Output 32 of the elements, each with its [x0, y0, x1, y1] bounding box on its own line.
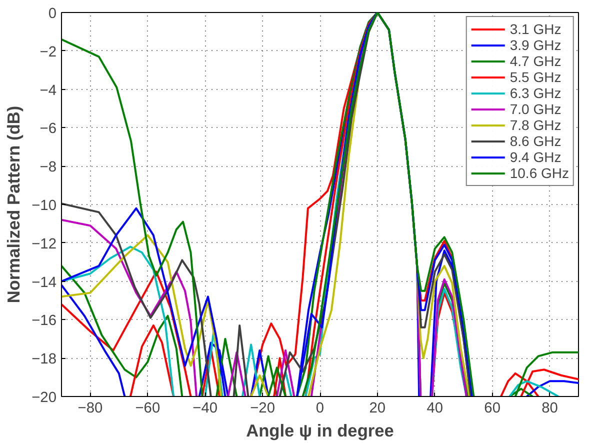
legend-label: 10.6 GHz	[510, 165, 569, 181]
y-tick-label: −10	[32, 198, 57, 214]
y-tick-label: 0	[48, 6, 57, 22]
legend-label: 3.9 GHz	[510, 37, 562, 53]
y-tick-label: −8	[40, 160, 57, 176]
y-tick-label: −12	[32, 236, 57, 252]
x-tick-label: −20	[250, 400, 275, 416]
y-tick-label: −16	[32, 313, 57, 330]
x-tick-label: 20	[369, 400, 386, 416]
x-tick-label: −80	[78, 400, 103, 416]
legend-label: 9.4 GHz	[510, 149, 562, 165]
legend-label: 8.6 GHz	[510, 133, 562, 149]
x-tick-label: −40	[192, 400, 218, 416]
legend-label: 7.8 GHz	[510, 117, 562, 133]
x-tick-label: 60	[484, 400, 500, 416]
y-tick-label: −20	[32, 390, 57, 406]
x-axis-title: Angle ψ in degree	[246, 420, 394, 440]
x-tick-label: −60	[135, 400, 160, 416]
legend-label: 3.1 GHz	[510, 21, 562, 37]
legend-label: 7.0 GHz	[510, 101, 562, 117]
x-tick-label: 40	[426, 400, 444, 416]
legend-label: 6.3 GHz	[510, 85, 562, 101]
y-tick-label: −6	[40, 121, 57, 138]
y-tick-label: −2	[40, 44, 57, 60]
y-tick-label: −4	[40, 82, 57, 99]
y-axis-title: Normalized Pattern (dB)	[4, 106, 24, 304]
y-tick-label: −18	[32, 352, 57, 368]
x-tick-label: 80	[542, 400, 558, 416]
x-tick-label: 0	[316, 400, 324, 416]
legend-label: 4.7 GHz	[510, 53, 562, 69]
legend-label: 5.5 GHz	[510, 69, 562, 85]
y-tick-label: −14	[32, 274, 57, 291]
